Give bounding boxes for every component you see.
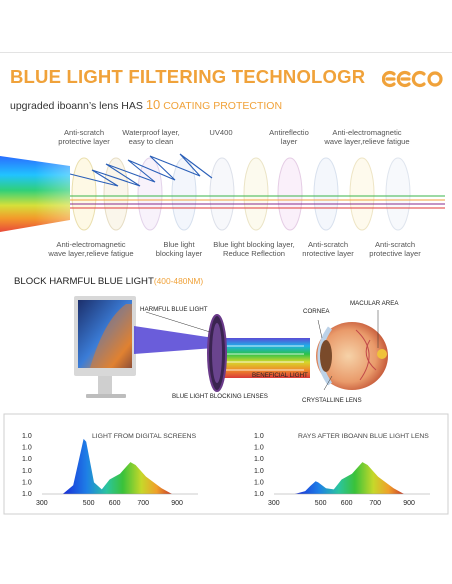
y-tick-label: 1.0 <box>254 433 264 440</box>
beneficial-light-label: BENEFICIAL LIGHT <box>252 372 308 379</box>
page-title: BLUE LIGHT FILTERING TECHNOLOGR <box>10 66 366 87</box>
x-tick-label: 500 <box>315 500 327 507</box>
layer-bottom-label-1: Anti-electromagnetic wave layer,relieve f… <box>48 240 134 258</box>
y-tick-label: 1.0 <box>254 445 264 452</box>
layer-top-label-1: Anti-scratch protective layer <box>58 128 110 146</box>
spectrum-chart-1: LIGHT FROM DIGITAL SCREENS 1.0 1.0 1.0 1.0 1.… <box>22 433 198 507</box>
brand-logo <box>382 70 443 88</box>
macular-area-label: MACULAR AREA <box>350 300 399 307</box>
x-tick-label: 300 <box>268 500 280 507</box>
cornea-label: CORNEA <box>303 308 330 315</box>
y-tick-label: 1.0 <box>22 479 32 486</box>
spectrum-chart-2: RAYS AFTER IBOANN BLUE LIGHT LENS 1.0 1.0 1… <box>254 433 430 507</box>
charts-frame <box>3 413 449 515</box>
lens-layer-7 <box>277 157 303 231</box>
layer-bottom-label-3: Blue light blocking layer, Reduce Reflect… <box>213 240 295 258</box>
x-tick-label: 900 <box>403 500 415 507</box>
layer-bottom-label-2: Blue light blocking layer <box>155 240 203 258</box>
subtitle-number: 10 <box>145 97 161 112</box>
crystalline-lens-label: CRYSTALLINE LENS <box>302 397 362 404</box>
subtitle-prefix: upgraded iboann’s lens HAS <box>10 100 143 112</box>
section-title: BLOCK HARMFUL BLUE LIGHT(400-480NM) <box>14 276 203 287</box>
lens-layer-8 <box>313 157 339 231</box>
chart-title: RAYS AFTER IBOANN BLUE LIGHT LENS <box>298 433 429 440</box>
layer-top-label-3: UV400 <box>209 128 233 137</box>
layer-bottom-label-4: Anti-scratch nrotective layer <box>302 240 354 258</box>
x-tick-label: 600 <box>109 500 121 507</box>
harmful-blue-light-label: HARMFUL BLUE LIGHT <box>140 306 208 313</box>
layer-top-label-2: Waterproof layer, easy to clean <box>122 128 180 146</box>
y-tick-label: 1.0 <box>254 456 264 463</box>
blocking-lenses-label: BLUE LIGHT BLOCKING LENSES <box>172 393 268 400</box>
blue-light-blocking-illustration <box>74 296 388 398</box>
monitor-icon <box>74 296 136 398</box>
layer-bottom-label-5: Anti-scratch protective layer <box>369 240 421 258</box>
eye-icon <box>316 322 388 390</box>
x-tick-label: 700 <box>369 500 381 507</box>
x-tick-label: 600 <box>341 500 353 507</box>
y-tick-label: 1.0 <box>254 468 264 475</box>
lens-layer-2 <box>103 157 129 231</box>
x-tick-label: 900 <box>171 500 183 507</box>
top-divider <box>0 52 452 53</box>
y-tick-label: 1.0 <box>22 468 32 475</box>
lens-layer-4 <box>171 157 197 231</box>
lens-layer-6 <box>243 157 269 231</box>
lens-layer-10 <box>385 157 411 231</box>
light-rays <box>69 153 445 209</box>
lens-layer-1 <box>71 157 97 231</box>
layer-top-label-4: Antireflectio layer <box>269 128 309 146</box>
beneficial-light-beam <box>214 338 310 378</box>
lens-layer-5 <box>209 157 235 231</box>
spectrum-charts: LIGHT FROM DIGITAL SCREENS 1.0 1.0 1.0 1.0 1.… <box>3 413 449 515</box>
lens-layer-3 <box>137 157 163 231</box>
spectrum-area <box>294 462 404 494</box>
y-tick-label: 1.0 <box>22 491 32 498</box>
lens-layers-diagram <box>0 153 445 234</box>
y-tick-label: 1.0 <box>22 445 32 452</box>
subtitle-suffix: COATING PROTECTION <box>163 100 283 112</box>
layer-top-label-5: Anti-electromagnetic wave layer,relieve f… <box>324 128 410 146</box>
lens-layer-9 <box>349 157 375 231</box>
y-tick-label: 1.0 <box>22 456 32 463</box>
y-tick-label: 1.0 <box>254 479 264 486</box>
subtitle: upgraded iboann’s lens HAS 10 COATING PR… <box>10 97 282 112</box>
section-title-text: BLOCK HARMFUL BLUE LIGHT <box>14 276 154 287</box>
chart-title: LIGHT FROM DIGITAL SCREENS <box>92 433 197 440</box>
y-tick-label: 1.0 <box>254 491 264 498</box>
x-tick-label: 300 <box>36 500 48 507</box>
spectrum-area <box>62 438 172 494</box>
y-tick-label: 1.0 <box>22 433 32 440</box>
section-title-range: (400-480NM) <box>153 276 204 286</box>
x-tick-label: 500 <box>83 500 95 507</box>
x-tick-label: 700 <box>137 500 149 507</box>
